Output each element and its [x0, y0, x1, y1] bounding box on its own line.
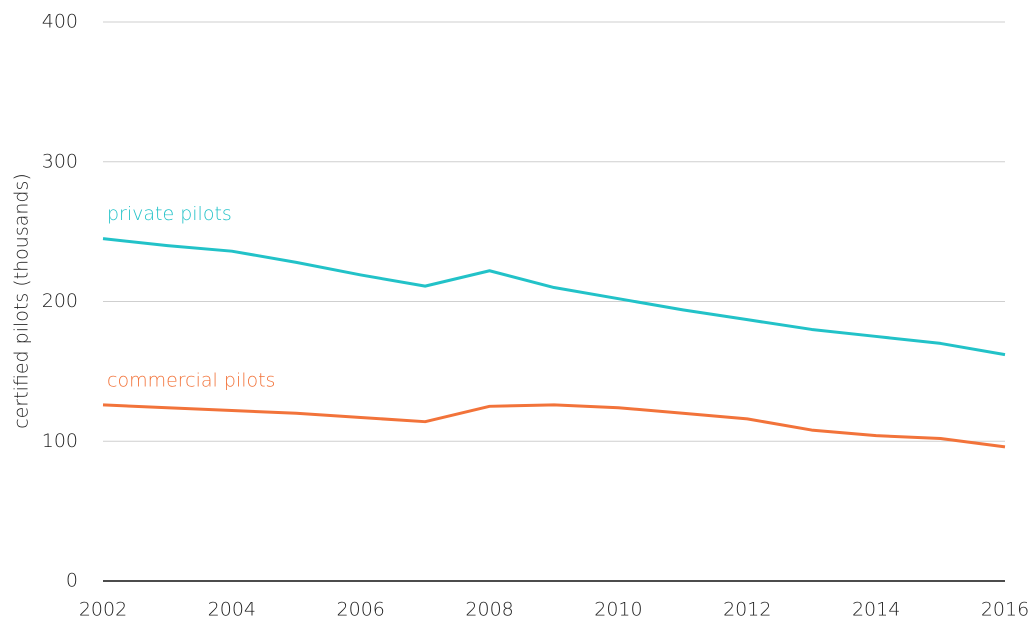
series-line	[102, 403, 1006, 449]
y-tick-label: 0	[66, 570, 78, 592]
y-tick-label: 300	[42, 150, 78, 172]
y-tick-label: 200	[42, 290, 78, 312]
x-tick-label: 2006	[337, 599, 385, 621]
x-tick-label: 2016	[981, 599, 1029, 621]
x-tick-label: 2004	[208, 599, 256, 621]
x-tick-label: 2002	[79, 599, 127, 621]
y-axis-label: certified pilots (thousands)	[11, 173, 33, 429]
series-line	[102, 237, 1006, 357]
series-label: private pilots	[107, 203, 232, 225]
x-tick-label: 2014	[852, 599, 900, 621]
x-tick-label: 2010	[594, 599, 642, 621]
y-tick-label: 100	[42, 430, 78, 452]
x-tick-label: 2008	[465, 599, 513, 621]
series-label: commercial pilots	[107, 369, 275, 391]
x-tick-label: 2012	[723, 599, 771, 621]
y-tick-label: 400	[42, 11, 78, 33]
